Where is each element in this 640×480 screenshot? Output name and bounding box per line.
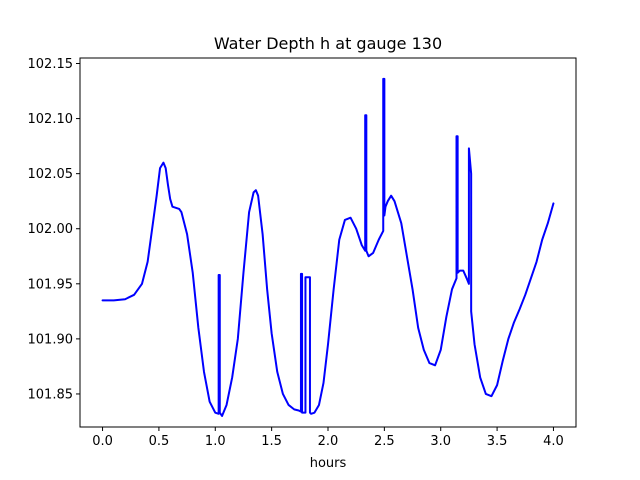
series-layer: [101, 77, 555, 417]
x-tick-label: 1.5: [261, 434, 282, 449]
x-tick-label: 0.0: [92, 434, 113, 449]
y-tick-label: 102.05: [28, 167, 74, 182]
chart-title: Water Depth h at gauge 130: [214, 34, 442, 53]
x-axis-label: hours: [310, 456, 347, 471]
y-axis: 101.85 101.90 101.95 102.00 102.05 102.10 102.…: [28, 57, 80, 402]
y-tick-label: 101.85: [28, 387, 74, 402]
y-tick-label: 102.10: [28, 112, 74, 127]
y-tick-label: 101.95: [28, 277, 74, 292]
y-tick-label: 102.00: [28, 222, 74, 237]
x-tick-label: 2.0: [318, 434, 339, 449]
x-tick-label: 3.0: [430, 434, 451, 449]
x-tick-label: 1.0: [205, 434, 226, 449]
x-axis: 0.0 0.5 1.0 1.5 2.0 2.5 3.0 3.5 4.0: [92, 427, 564, 449]
y-tick-label: 102.15: [28, 57, 74, 72]
x-tick-label: 4.0: [543, 434, 564, 449]
x-tick-label: 3.5: [487, 434, 508, 449]
y-tick-label: 101.90: [28, 332, 74, 347]
x-tick-label: 0.5: [149, 434, 170, 449]
x-tick-label: 2.5: [374, 434, 395, 449]
series-line-0: [101, 77, 555, 417]
